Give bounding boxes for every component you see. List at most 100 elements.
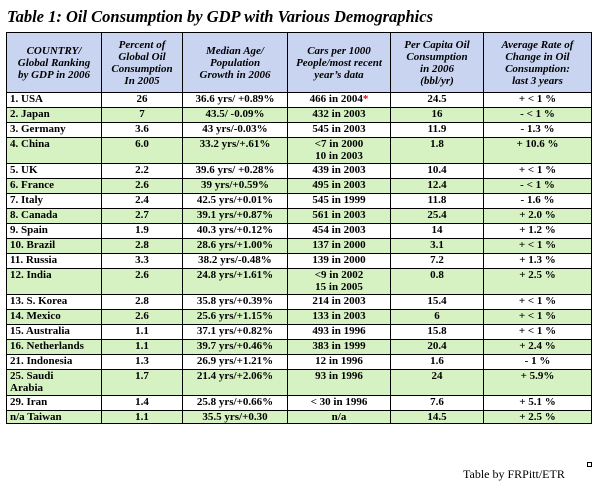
percent-cell: 1.1 [101, 324, 183, 340]
median-age-cell: 25.6 yrs/+1.15% [182, 309, 288, 325]
percent-cell: 2.6 [101, 309, 183, 325]
cars-cell: 439 in 2003 [287, 163, 391, 179]
change-cell: + < 1 % [483, 238, 592, 254]
change-cell: + 2.4 % [483, 339, 592, 355]
cars-cell: 493 in 1996 [287, 324, 391, 340]
median-age-cell: 25.8 yrs/+0.66% [182, 395, 288, 411]
header-percent: Percent of Global Oil Consumption In 200… [101, 32, 183, 93]
table-title: Table 1: Oil Consumption by GDP with Var… [7, 7, 434, 26]
table-row: 21. Indonesia 1.3 26.9 yrs/+1.21% 12 in … [6, 354, 592, 370]
change-cell: + 5.1 % [483, 395, 592, 411]
country-cell: 5. UK [6, 163, 102, 179]
per-capita-cell: 12.4 [390, 178, 484, 194]
country-cell: 9. Spain [6, 223, 102, 239]
cars-cell: 139 in 2000 [287, 253, 391, 269]
median-age-cell: 35.5 yrs/+0.30 [182, 410, 288, 424]
cars-cell: 545 in 1999 [287, 193, 391, 209]
change-cell: + < 1 % [483, 294, 592, 310]
table-row: 15. Australia 1.1 37.1 yrs/+0.82% 493 in… [6, 324, 592, 340]
country-cell: 21. Indonesia [6, 354, 102, 370]
change-cell: + < 1 % [483, 163, 592, 179]
cars-cell: 133 in 2003 [287, 309, 391, 325]
median-age-cell: 43 yrs/-0.03% [182, 122, 288, 138]
percent-cell: 1.3 [101, 354, 183, 370]
per-capita-cell: 24.5 [390, 92, 484, 108]
cars-cell: 495 in 2003 [287, 178, 391, 194]
cars-cell: 214 in 2003 [287, 294, 391, 310]
table-credit: Table by FRPitt/ETR [463, 467, 565, 481]
change-cell: - 1.3 % [483, 122, 592, 138]
change-cell: + 2.5 % [483, 268, 592, 295]
per-capita-cell: 16 [390, 107, 484, 123]
percent-cell: 1.1 [101, 339, 183, 355]
median-age-cell: 36.6 yrs/ +0.89% [182, 92, 288, 108]
per-capita-cell: 15.4 [390, 294, 484, 310]
table-row: 2. Japan 7 43.5/ -0.09% 432 in 2003 16 -… [6, 107, 592, 123]
change-cell: + 1.2 % [483, 223, 592, 239]
per-capita-cell: 10.4 [390, 163, 484, 179]
per-capita-cell: 24 [390, 369, 484, 396]
table-row: 12. India 2.6 24.8 yrs/+1.61% <9 in 2002… [6, 268, 592, 295]
percent-cell: 26 [101, 92, 183, 108]
country-cell: 6. France [6, 178, 102, 194]
per-capita-cell: 14.5 [390, 410, 484, 424]
change-cell: - 1 % [483, 354, 592, 370]
percent-cell: 2.8 [101, 294, 183, 310]
median-age-cell: 35.8 yrs/+0.39% [182, 294, 288, 310]
percent-cell: 2.8 [101, 238, 183, 254]
median-age-cell: 39.1 yrs/+0.87% [182, 208, 288, 224]
cars-cell: 545 in 2003 [287, 122, 391, 138]
footnote-asterisk: * [362, 93, 369, 106]
country-cell: 16. Netherlands [6, 339, 102, 355]
median-age-cell: 39 yrs/+0.59% [182, 178, 288, 194]
table-row: 6. France 2.6 39 yrs/+0.59% 495 in 2003 … [6, 178, 592, 194]
change-cell: + 2.0 % [483, 208, 592, 224]
table-row: n/a Taiwan 1.1 35.5 yrs/+0.30 n/a 14.5 +… [6, 410, 592, 424]
change-cell: + < 1 % [483, 309, 592, 325]
percent-cell: 2.6 [101, 268, 183, 295]
cars-cell: 93 in 1996 [287, 369, 391, 396]
table-row: 8. Canada 2.7 39.1 yrs/+0.87% 561 in 200… [6, 208, 592, 224]
per-capita-cell: 25.4 [390, 208, 484, 224]
country-cell: 4. China [6, 137, 102, 164]
median-age-cell: 40.3 yrs/+0.12% [182, 223, 288, 239]
percent-cell: 2.4 [101, 193, 183, 209]
cars-cell: <9 in 2002 15 in 2005 [287, 268, 391, 295]
country-cell: 29. Iran [6, 395, 102, 411]
median-age-cell: 38.2 yrs/-0.48% [182, 253, 288, 269]
percent-cell: 2.7 [101, 208, 183, 224]
table-row: 25. Saudi Arabia 1.7 21.4 yrs/+2.06% 93 i… [6, 369, 592, 396]
cars-cell: 383 in 1999 [287, 339, 391, 355]
cars-cell: <7 in 2000 10 in 2003 [287, 137, 391, 164]
change-cell: + < 1 % [483, 92, 592, 108]
change-cell: - < 1 % [483, 107, 592, 123]
percent-cell: 1.4 [101, 395, 183, 411]
per-capita-cell: 7.2 [390, 253, 484, 269]
table-row: 4. China 6.0 33.2 yrs/+.61% <7 in 2000 10… [6, 137, 592, 164]
country-cell: 14. Mexico [6, 309, 102, 325]
country-cell: 1. USA [6, 92, 102, 108]
change-cell: + 5.9% [483, 369, 592, 396]
header-row: COUNTRY/ Global Ranking by GDP in 2006 P… [6, 32, 592, 93]
table-row: 13. S. Korea 2.8 35.8 yrs/+0.39% 214 in … [6, 294, 592, 310]
country-cell: 12. India [6, 268, 102, 295]
median-age-cell: 37.1 yrs/+0.82% [182, 324, 288, 340]
table-row: 9. Spain 1.9 40.3 yrs/+0.12% 454 in 2003… [6, 223, 592, 239]
per-capita-cell: 0.8 [390, 268, 484, 295]
oil-consumption-table: COUNTRY/ Global Ranking by GDP in 2006 P… [6, 32, 592, 424]
country-cell: 15. Australia [6, 324, 102, 340]
per-capita-cell: 14 [390, 223, 484, 239]
country-cell: 8. Canada [6, 208, 102, 224]
change-cell: + 1.3 % [483, 253, 592, 269]
cars-cell: < 30 in 1996 [287, 395, 391, 411]
cars-cell: n/a [287, 410, 391, 424]
header-per-capita: Per Capita Oil Consumption in 2006 (bbl/… [390, 32, 484, 93]
median-age-cell: 39.6 yrs/ +0.28% [182, 163, 288, 179]
header-median-age: Median Age/ Population Growth in 2006 [182, 32, 288, 93]
resize-handle-icon[interactable] [587, 462, 592, 467]
median-age-cell: 42.5 yrs/+0.01% [182, 193, 288, 209]
country-cell: 25. Saudi Arabia [6, 369, 102, 396]
table-row: 11. Russia 3.3 38.2 yrs/-0.48% 139 in 20… [6, 253, 592, 269]
table-row: 3. Germany 3.6 43 yrs/-0.03% 545 in 2003… [6, 122, 592, 138]
